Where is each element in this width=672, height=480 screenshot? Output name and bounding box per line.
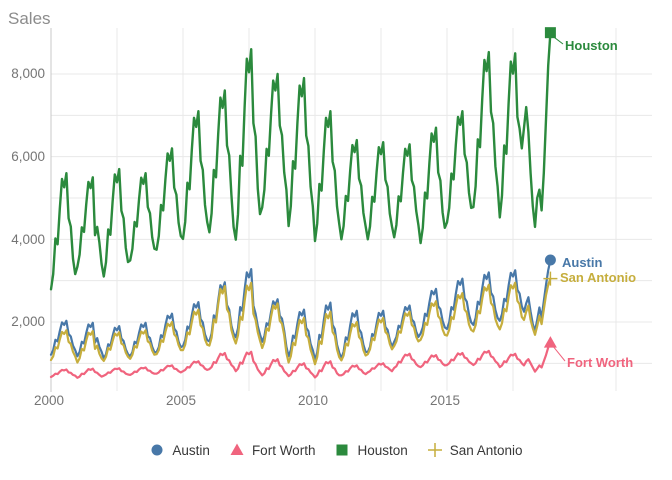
series-line-austin (49, 258, 552, 362)
y-tick-label-4000: 4,000 (11, 232, 45, 247)
legend-item-austin[interactable]: Austin (149, 442, 210, 458)
legend-label-houston: Houston (357, 442, 408, 458)
series-end-austin-circle-marker (544, 254, 556, 266)
x-tick-label-2005: 2005 (165, 393, 197, 408)
legend-item-san-antonio[interactable]: San Antonio (427, 442, 523, 458)
circle-icon (151, 444, 163, 456)
legend-item-houston[interactable]: Houston (334, 442, 408, 458)
chart-legend: Austin Fort Worth Houston San Antonio (0, 442, 672, 458)
end-label-houston: Houston (565, 38, 618, 53)
x-tick-label-2015: 2015 (429, 393, 461, 408)
legend-austin-circle-marker (151, 444, 163, 456)
y-tick-label-2000: 2,000 (11, 314, 45, 329)
x-tick-label-2010: 2010 (297, 393, 329, 408)
legend-item-fort-worth[interactable]: Fort Worth (229, 442, 316, 458)
series-line-san-antonio (49, 277, 552, 366)
triangle-icon (230, 443, 244, 455)
chart-title: Sales (8, 9, 51, 28)
series-end-houston-square-marker (544, 27, 556, 39)
legend-label-san-antonio: San Antonio (449, 442, 523, 458)
square-icon (336, 444, 348, 456)
end-label-fort-worth: Fort Worth (567, 355, 634, 370)
legend-houston-square-marker (336, 444, 348, 456)
legend-label-fort-worth: Fort Worth (251, 442, 316, 458)
series-line-fort-worth (49, 341, 552, 379)
legend-label-austin: Austin (172, 442, 210, 458)
series-end-fort-worth-triangle-marker (543, 336, 557, 348)
plus-icon (427, 443, 442, 457)
legend-san-antonio-plus-marker (427, 443, 442, 457)
x-tick-label-2000: 2000 (33, 393, 65, 408)
series-line-houston (49, 31, 552, 291)
y-tick-label-8000: 8,000 (11, 66, 45, 81)
end-label-austin: Austin (562, 255, 603, 270)
y-tick-label-6000: 6,000 (11, 149, 45, 164)
sales-line-chart (49, 27, 652, 392)
end-label-san-antonio: San Antonio (560, 270, 637, 285)
series-end-san-antonio-plus-marker (543, 271, 558, 286)
label-connector-fort-worth (553, 346, 566, 362)
legend-fort-worth-triangle-marker (230, 443, 244, 455)
